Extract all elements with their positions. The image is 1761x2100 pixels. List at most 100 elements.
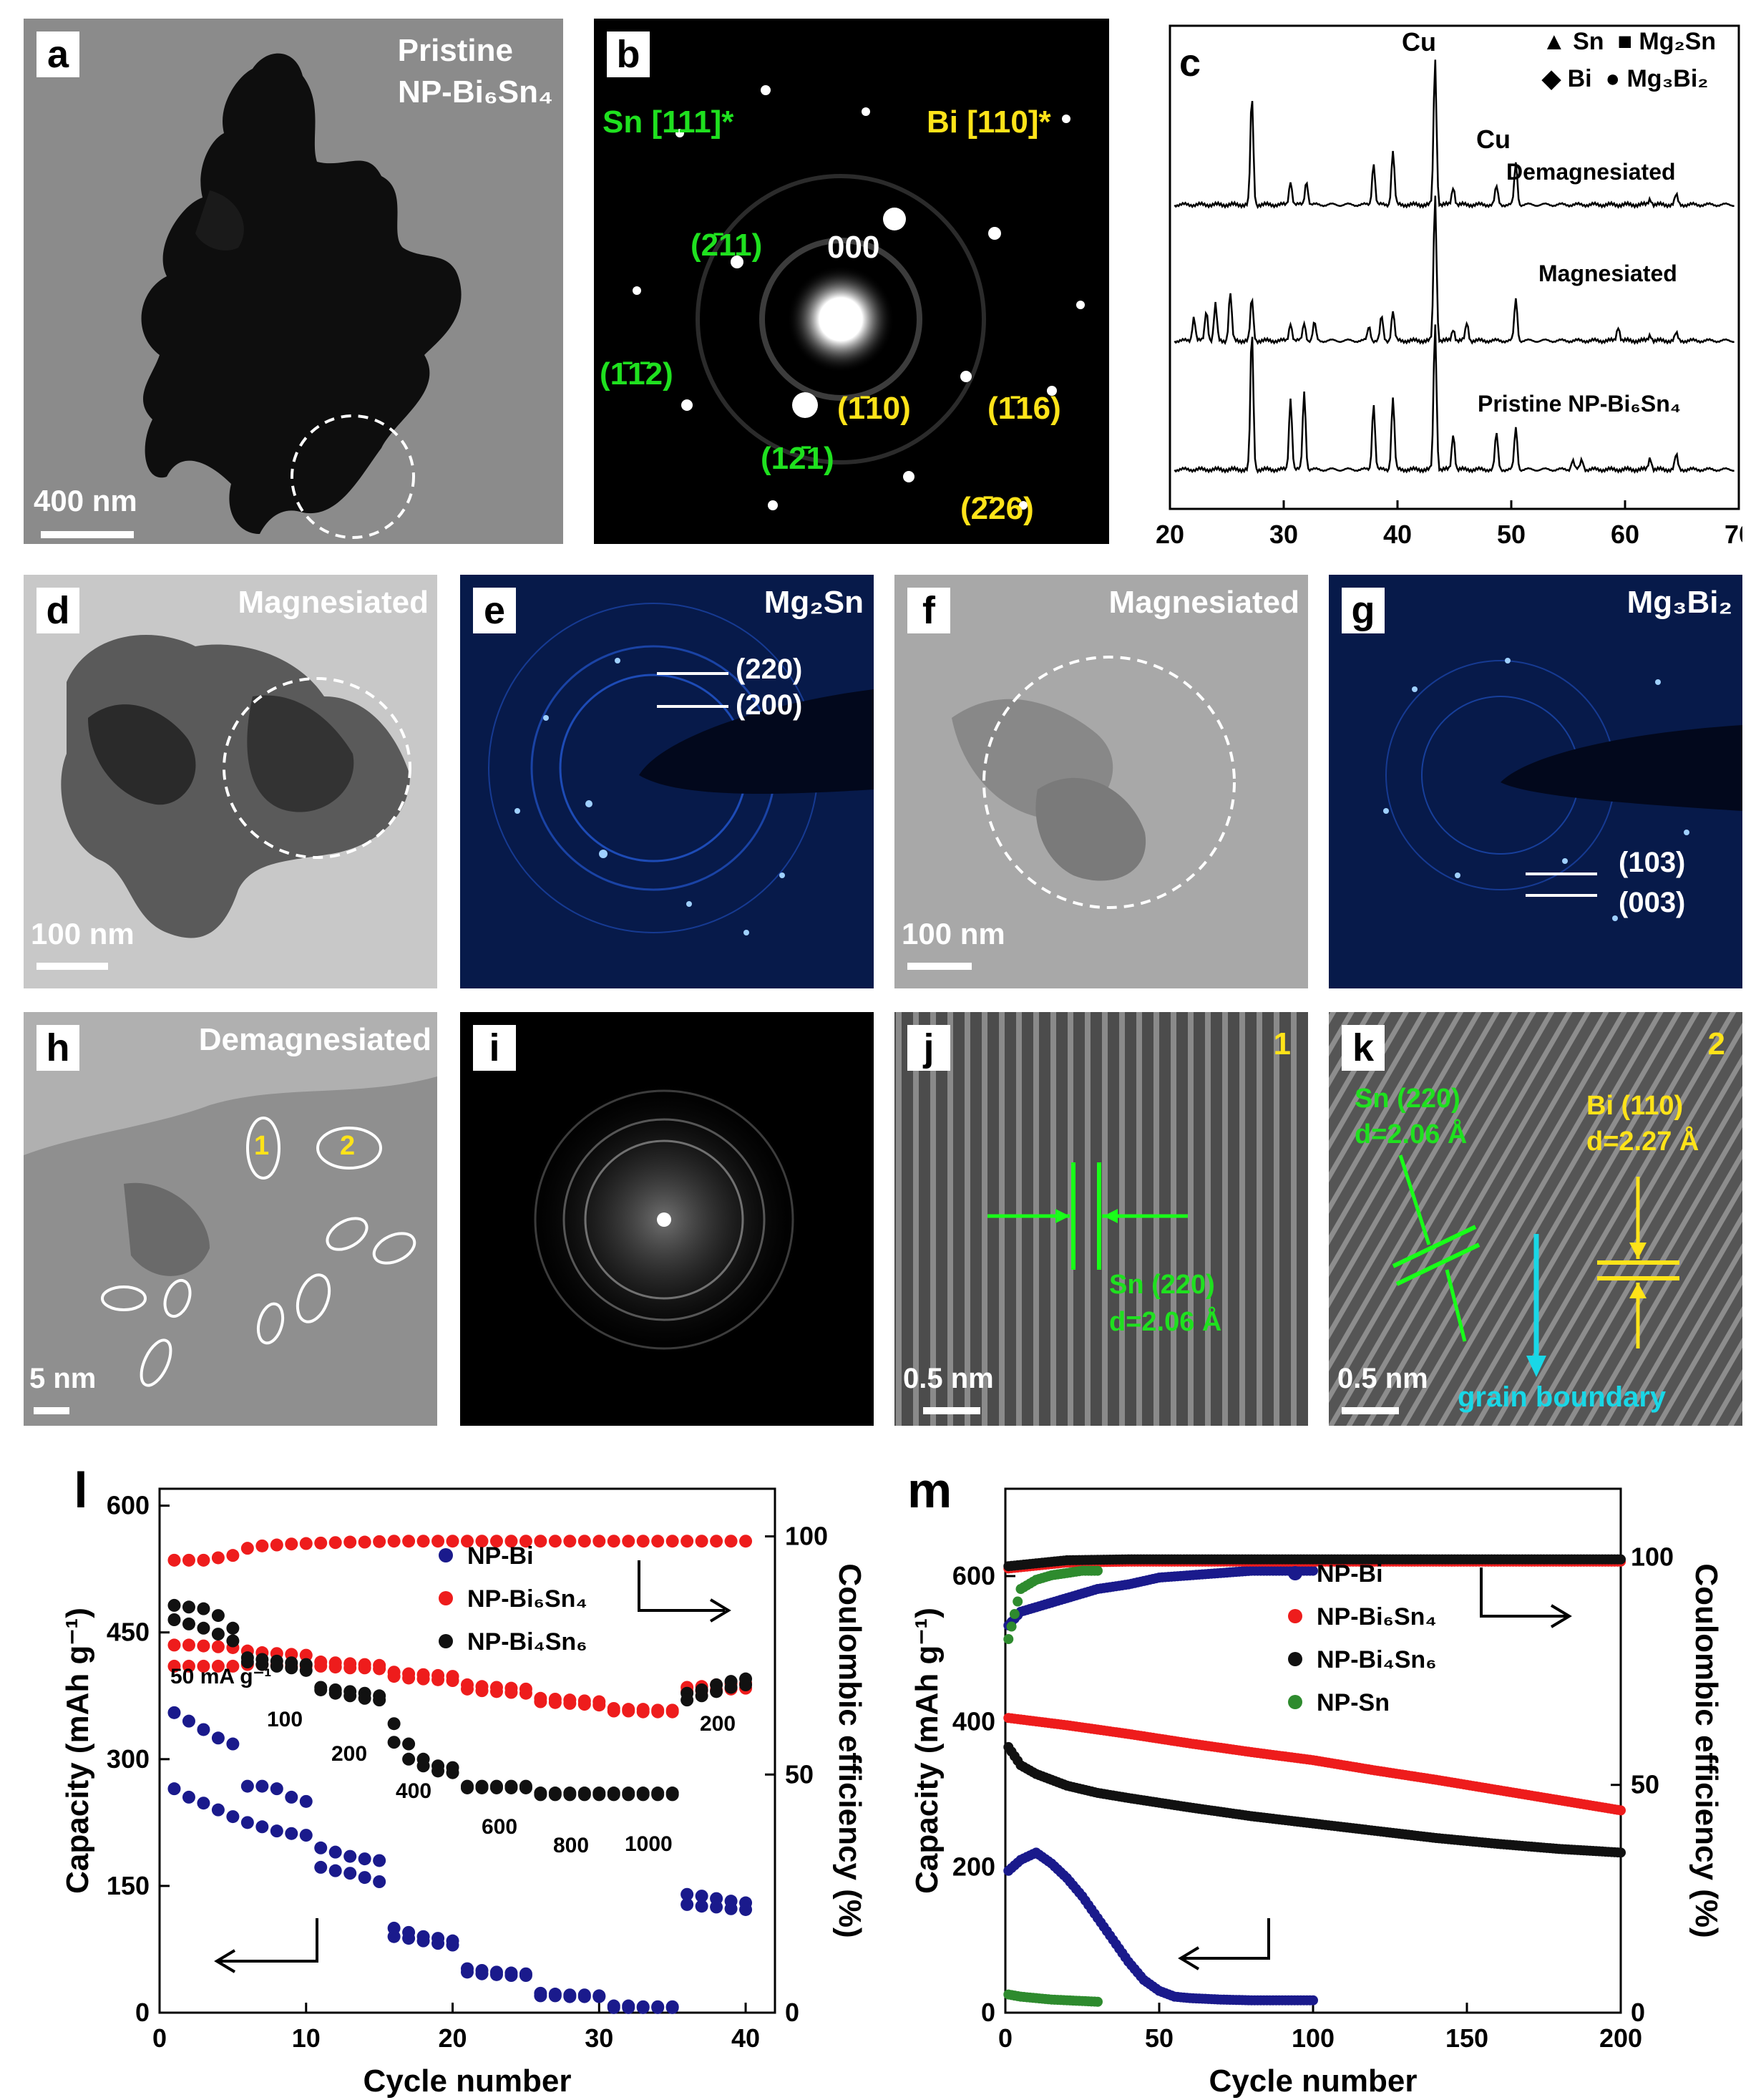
panel-f: f Magnesiated 100 nm <box>894 575 1308 988</box>
capacity-point <box>665 2001 679 2014</box>
arrow-right-head <box>709 1598 731 1623</box>
legend-label: NP-Bi <box>467 1542 534 1570</box>
capacity-point <box>211 1628 225 1641</box>
capacity-point <box>519 1969 532 1983</box>
ce-point <box>651 1535 665 1548</box>
ce-point <box>695 1535 708 1548</box>
ce-point <box>373 1535 386 1548</box>
xrd-x-tick-label: 30 <box>1269 520 1298 549</box>
legend-label: NP-Bi <box>1317 1560 1383 1588</box>
capacity-point <box>577 1698 591 1711</box>
panel-g: g Mg₃Bi₂ (103) (003) <box>1329 575 1742 988</box>
capacity-point <box>416 1759 430 1773</box>
scale-bar-k <box>1342 1407 1399 1414</box>
rate-label: 400 <box>396 1779 431 1803</box>
capacity-point <box>167 1706 181 1719</box>
capacity-point <box>577 1990 591 2003</box>
xrd-x-tick-label: 60 <box>1611 520 1639 549</box>
capacity-point <box>314 1860 328 1874</box>
arrow-left-head <box>1178 1946 1200 1970</box>
capacity-point <box>197 1723 210 1736</box>
capacity-point <box>182 1600 195 1614</box>
xrd-x-tick-label: 70 <box>1725 520 1742 549</box>
capacity-point <box>681 1887 694 1901</box>
chart-l-y2-tick-label: 50 <box>785 1759 814 1789</box>
capacity-point <box>534 1788 547 1802</box>
xrd-x-tick-label: 20 <box>1156 520 1184 549</box>
capacity-point <box>563 1696 577 1710</box>
capacity-point <box>343 1689 357 1703</box>
rate-label: 600 <box>482 1815 517 1839</box>
capacity-point <box>255 1820 269 1834</box>
capacity-point <box>343 1867 357 1880</box>
capacity-point <box>402 1752 416 1766</box>
ce-point <box>681 1535 694 1548</box>
legend-marker <box>1288 1695 1302 1709</box>
panel-d-title: Magnesiated <box>238 585 429 620</box>
capacity-point <box>182 1617 195 1630</box>
capacity-point <box>461 1682 474 1696</box>
capacity-point <box>489 1685 503 1698</box>
cycle-point <box>1003 1634 1014 1645</box>
capacity-point <box>402 1671 416 1685</box>
capacity-point <box>607 2001 620 2014</box>
capacity-point <box>592 1788 606 1802</box>
capacity-point <box>461 1781 474 1794</box>
d-spacing-label: d=2.06 Å <box>1109 1307 1222 1337</box>
capacity-point <box>431 1764 445 1778</box>
ce-point <box>197 1553 210 1567</box>
capacity-point <box>226 1737 240 1751</box>
fft-pattern-i <box>521 1076 807 1363</box>
chart-m-x-tick-label: 150 <box>1445 2023 1488 2053</box>
panel-a-title-line2: NP-Bi₆Sn₄ <box>398 74 553 110</box>
arrow-left-axis <box>1181 1918 1270 1960</box>
ce-point <box>489 1535 503 1548</box>
capacity-point <box>577 1788 591 1802</box>
capacity-point <box>724 1681 738 1694</box>
chart-l-y2-tick-label: 0 <box>785 1998 799 2027</box>
capacity-point <box>489 1968 503 1981</box>
capacity-point <box>197 1797 210 1810</box>
ce-point <box>358 1535 371 1549</box>
capacity-point <box>563 1788 577 1802</box>
capacity-point <box>622 2001 635 2014</box>
capacity-point <box>387 1670 401 1683</box>
rate-label: 200 <box>700 1712 736 1736</box>
d-spacing-bi-k: d=2.27 Å <box>1586 1127 1699 1157</box>
capacity-point <box>240 1816 254 1829</box>
sn-spot-label-1: (2̄11) <box>691 228 763 263</box>
scale-bar-j <box>923 1407 980 1414</box>
diffraction-pattern-b <box>633 85 1085 510</box>
legend-label: NP-Bi₄Sn₆ <box>467 1628 587 1656</box>
cycle-point <box>1308 1995 1318 2006</box>
chart-l-x-tick-label: 40 <box>731 2023 760 2053</box>
arrow-right-axis <box>638 1560 725 1612</box>
panel-l: 0 10 20 30 40 0 150 300 450 600 0 50 100 Cycle number… <box>24 1460 882 2100</box>
ce-point <box>607 1535 620 1548</box>
ce-point <box>665 1535 679 1548</box>
panel-h-title: Demagnesiated <box>198 1022 431 1057</box>
capacity-point <box>416 1934 430 1948</box>
panel-g-label: g <box>1342 588 1385 633</box>
diffraction-pattern-g <box>1383 658 1742 921</box>
chart-m-y-tick-label: 600 <box>952 1561 995 1590</box>
ring-label-200: (200) <box>736 689 803 721</box>
chart-l-y-tick-label: 300 <box>107 1744 150 1774</box>
lattice-image-j <box>894 1012 1308 1426</box>
fringe-label-sn: Sn (220) <box>1109 1270 1215 1300</box>
capacity-point <box>651 1788 665 1802</box>
ce-point <box>343 1535 357 1549</box>
panel-c-label: c <box>1179 42 1201 84</box>
capacity-point <box>739 1902 753 1916</box>
capacity-point <box>387 1736 401 1749</box>
ce-point <box>475 1535 489 1548</box>
xrd-x-tick-label: 50 <box>1497 520 1526 549</box>
capacity-point <box>636 1788 650 1802</box>
capacity-point <box>270 1824 283 1838</box>
trace-label-pristine: Pristine NP-Bi₆Sn₄ <box>1478 391 1682 417</box>
chart-m-y2-tick-label: 50 <box>1631 1770 1659 1799</box>
legend-bi: ◆ Bi <box>1542 65 1592 92</box>
xrd-trace <box>1174 59 1735 210</box>
panel-i-label: i <box>473 1025 516 1071</box>
